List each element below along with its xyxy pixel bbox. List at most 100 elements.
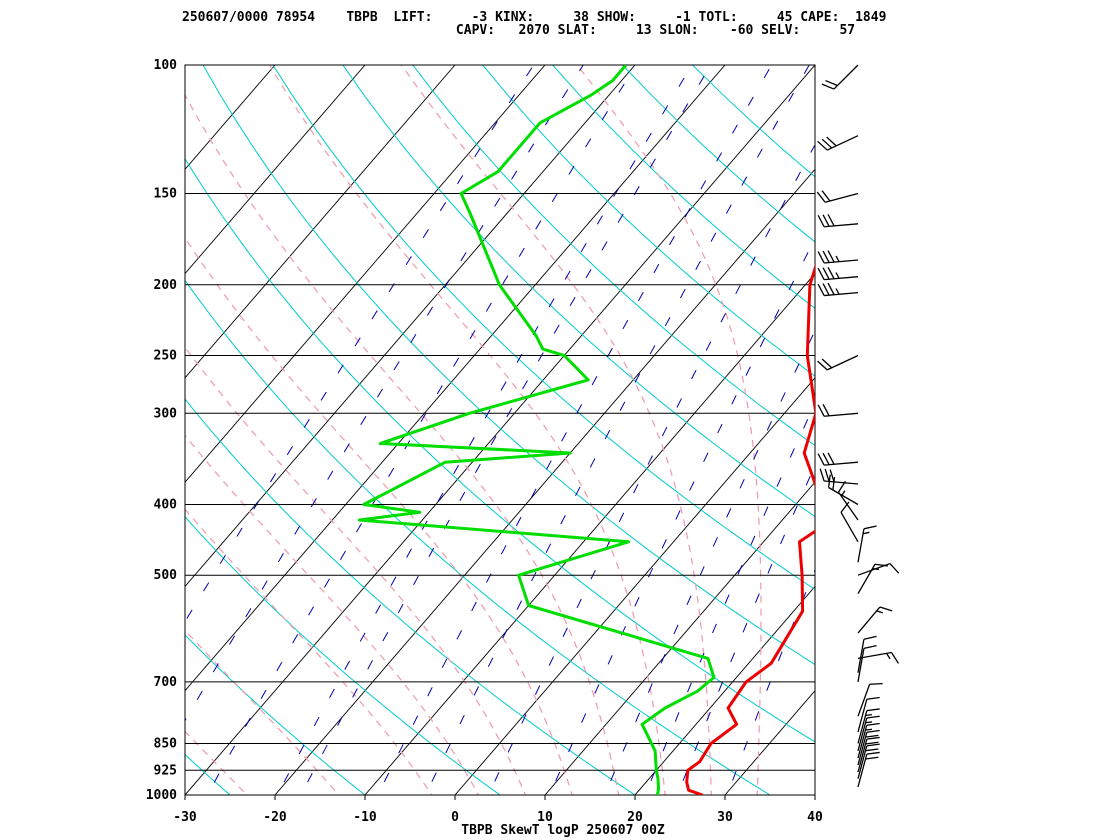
dry-adiabat-line <box>692 65 815 178</box>
isotherm-line <box>185 65 636 588</box>
isotherm-line <box>185 65 366 275</box>
isotherm-line <box>185 65 276 170</box>
pressure-tick-label: 500 <box>154 568 178 583</box>
station-header-line2: CAPV: 2070 SLAT: 13 SLON: -60 SELV: 57 <box>182 23 856 38</box>
wind-barb-flag <box>817 267 825 280</box>
dry-adiabat-line <box>482 65 815 377</box>
isotherm-line <box>185 65 815 795</box>
dry-adiabat-line <box>185 634 366 795</box>
wind-barb-half-flag <box>862 531 870 535</box>
dry-adiabat-line <box>185 279 771 795</box>
wind-barb-staff <box>826 354 859 371</box>
wind-barb-half-flag <box>886 653 891 660</box>
wind-barb-flag <box>865 741 879 745</box>
dry-adiabat-line <box>0 65 111 811</box>
wind-barb <box>857 525 877 563</box>
chart-title: TBPB SkewT logP 250607 00Z <box>461 823 665 838</box>
wind-barb-flag <box>817 453 825 466</box>
isotherm-line <box>454 377 815 795</box>
moist-adiabat-line <box>185 346 527 795</box>
moist-adiabat-line <box>185 508 433 795</box>
moist-adiabat-line <box>268 65 666 795</box>
dry-adiabat-line <box>272 65 815 591</box>
temperature-tick-label: 40 <box>807 810 823 825</box>
wind-barb-staff <box>857 563 876 595</box>
wind-barb-staff <box>824 192 859 203</box>
wind-barb <box>857 736 880 773</box>
mixing-ratio-line <box>300 65 712 795</box>
mixing-ratio-line <box>676 464 815 795</box>
wind-barb-flag <box>817 214 825 228</box>
wind-barb-half-flag <box>835 288 840 295</box>
wind-barb <box>819 468 859 485</box>
wind-barb-staff <box>857 606 881 634</box>
wind-barb-flag <box>822 404 830 417</box>
wind-barb <box>817 354 859 371</box>
wind-barb-flag <box>827 250 835 263</box>
wind-barb-staff <box>837 491 859 521</box>
mixing-ratio-line <box>206 65 637 795</box>
moist-adiabat-line <box>185 434 480 795</box>
wind-barbs <box>816 64 900 788</box>
station-header-line1: 250607/0000 78954 TBPB LIFT: -3 KINX: 38… <box>182 10 887 25</box>
mixing-ratio-line <box>377 65 773 795</box>
wind-barb <box>816 190 859 203</box>
isopleth-lines <box>0 65 1120 811</box>
pressure-tick-label: 400 <box>154 498 178 513</box>
temperature-tick-label: 10 <box>537 810 553 825</box>
wind-barb-flag <box>826 136 837 147</box>
wind-barb-flag <box>817 283 825 296</box>
wind-barb-flag <box>866 729 880 733</box>
wind-barb <box>817 282 859 297</box>
wind-barb-staff <box>824 276 859 281</box>
wind-barb <box>817 135 859 151</box>
pressure-tick-label: 150 <box>154 187 178 202</box>
wind-barb-half-flag <box>865 721 873 724</box>
wind-barb-flag <box>863 525 877 530</box>
temperature-tick-labels: -30 -20 -10 0 10 20 30 40 <box>173 795 823 825</box>
wind-barb-half-flag <box>835 255 840 262</box>
wind-barb-half-flag <box>876 610 884 614</box>
isotherm-line <box>185 65 456 379</box>
wind-barb <box>857 743 880 779</box>
wind-barb-flag <box>865 756 879 760</box>
wind-barb <box>857 696 880 733</box>
mixing-ratio-line <box>185 65 535 623</box>
wind-barb-flag <box>822 214 830 227</box>
pressure-tick-labels: 1000 925 850 700 500 400 300 250 200 150 100 <box>146 58 177 803</box>
wind-barb <box>827 474 859 506</box>
isotherm-line <box>185 65 726 692</box>
wind-barb-flag <box>822 452 830 466</box>
isotherm-line <box>185 65 546 483</box>
isotherm-line <box>905 65 1120 795</box>
dewpoint-profile-line <box>357 65 716 795</box>
mixing-ratio-line <box>185 65 584 722</box>
isotherm-line <box>274 168 815 795</box>
wind-barb-flag <box>865 734 879 738</box>
isotherm-line <box>0 65 5 795</box>
pressure-tick-label: 700 <box>154 675 178 690</box>
moist-adiabat-line <box>185 93 620 795</box>
wind-barb-flag <box>865 748 879 752</box>
isotherm-line <box>724 690 815 795</box>
wind-barb-flag <box>879 606 893 612</box>
wind-barb <box>840 501 859 543</box>
wind-barb-staff <box>824 291 859 297</box>
wind-barb-flag <box>821 358 833 369</box>
wind-barb-flag <box>816 191 826 203</box>
wind-barb <box>837 480 859 521</box>
wind-barb-flag <box>827 452 835 465</box>
dry-adiabat-line <box>185 516 501 795</box>
wind-barb-half-flag <box>865 713 873 717</box>
temperature-tick-label: 20 <box>627 810 643 825</box>
temperature-tick-label: -10 <box>353 810 377 825</box>
wind-barb-flag <box>866 722 880 726</box>
wind-barb <box>857 606 893 634</box>
wind-barb-staff <box>857 725 868 759</box>
temperature-tick-label: -20 <box>263 810 287 825</box>
wind-barb-flag <box>832 477 836 491</box>
wind-barb <box>857 729 880 766</box>
wind-barb-flag <box>822 267 830 280</box>
dry-adiabat-line <box>552 65 815 310</box>
